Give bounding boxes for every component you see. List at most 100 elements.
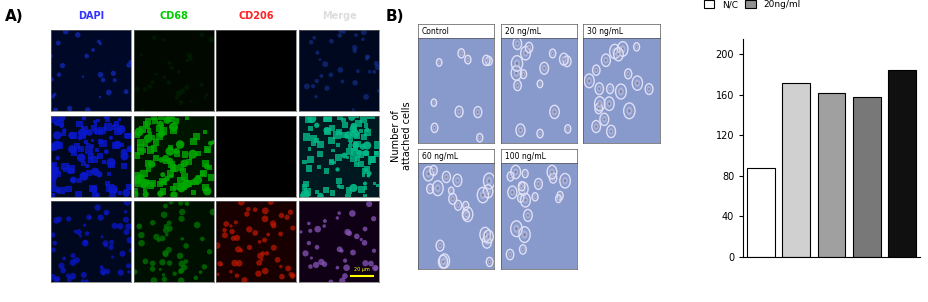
Circle shape xyxy=(598,108,599,110)
Point xyxy=(371,88,386,93)
Point xyxy=(316,224,331,229)
Point xyxy=(309,245,324,250)
Circle shape xyxy=(567,128,568,130)
Point xyxy=(47,169,62,173)
Point xyxy=(119,217,134,222)
Point xyxy=(143,183,158,188)
Point xyxy=(119,230,134,234)
Circle shape xyxy=(595,125,597,128)
Circle shape xyxy=(485,59,486,61)
Point xyxy=(87,157,102,162)
Point xyxy=(204,37,219,42)
Point xyxy=(135,109,150,114)
Point xyxy=(115,251,130,256)
Point xyxy=(90,148,105,153)
Point xyxy=(98,241,113,246)
Circle shape xyxy=(587,79,589,82)
Circle shape xyxy=(456,179,458,182)
Point xyxy=(306,136,321,140)
Circle shape xyxy=(609,88,610,90)
Point xyxy=(218,222,233,226)
Point xyxy=(252,253,267,258)
Point xyxy=(113,191,128,195)
Point xyxy=(349,162,364,167)
Circle shape xyxy=(485,233,491,240)
Circle shape xyxy=(479,191,485,199)
Circle shape xyxy=(437,243,442,249)
Point xyxy=(334,248,349,253)
Point xyxy=(171,91,186,96)
Text: CD206: CD206 xyxy=(238,11,274,21)
Point xyxy=(70,143,84,148)
Point xyxy=(144,162,159,167)
Point xyxy=(177,152,192,156)
Point xyxy=(157,212,172,217)
Point xyxy=(309,79,324,83)
Point xyxy=(143,148,158,153)
Point xyxy=(152,267,167,272)
Point xyxy=(167,166,182,171)
Point xyxy=(167,271,182,276)
Point xyxy=(146,135,161,140)
Point xyxy=(325,148,340,153)
Point xyxy=(303,126,317,131)
Legend: N/C, 20ng/ml: N/C, 20ng/ml xyxy=(702,0,799,9)
Point xyxy=(120,133,135,138)
Circle shape xyxy=(524,173,525,175)
Point xyxy=(141,161,156,166)
Point xyxy=(357,226,372,231)
Point xyxy=(122,238,137,243)
Point xyxy=(134,241,148,246)
Point xyxy=(154,131,169,136)
Point xyxy=(80,164,95,169)
Point xyxy=(107,188,122,193)
Point xyxy=(273,232,288,236)
Point xyxy=(103,160,118,165)
Point xyxy=(337,133,352,138)
Circle shape xyxy=(487,235,489,238)
Circle shape xyxy=(513,224,519,233)
Point xyxy=(147,35,161,40)
Circle shape xyxy=(535,181,540,187)
Circle shape xyxy=(524,52,526,54)
Point xyxy=(160,176,174,181)
Circle shape xyxy=(445,176,446,178)
Circle shape xyxy=(597,100,602,108)
Point xyxy=(283,272,298,277)
Point xyxy=(316,262,331,267)
Point xyxy=(156,129,171,133)
Point xyxy=(347,142,362,147)
Point xyxy=(92,172,107,177)
Point xyxy=(141,167,156,172)
Point xyxy=(82,170,97,175)
Point xyxy=(119,89,134,94)
Point xyxy=(47,92,62,97)
Point xyxy=(344,211,359,216)
Point xyxy=(46,163,61,168)
Circle shape xyxy=(515,82,519,88)
Circle shape xyxy=(464,203,467,208)
Point xyxy=(304,116,319,121)
Circle shape xyxy=(479,137,480,139)
Point xyxy=(134,53,148,57)
Point xyxy=(174,186,188,191)
Point xyxy=(45,193,59,198)
Point xyxy=(362,69,377,74)
Point xyxy=(78,140,93,145)
Point xyxy=(302,146,316,151)
Point xyxy=(118,209,133,214)
Point xyxy=(323,72,338,77)
Point xyxy=(306,141,321,146)
Point xyxy=(73,147,88,152)
Point xyxy=(49,277,64,282)
Point xyxy=(317,219,332,223)
Point xyxy=(98,243,113,248)
Point xyxy=(335,79,350,84)
Circle shape xyxy=(562,58,564,60)
Point xyxy=(351,121,366,126)
Circle shape xyxy=(440,258,445,265)
Point xyxy=(101,90,116,95)
Point xyxy=(264,199,278,204)
Point xyxy=(347,80,362,85)
Point xyxy=(160,117,174,122)
